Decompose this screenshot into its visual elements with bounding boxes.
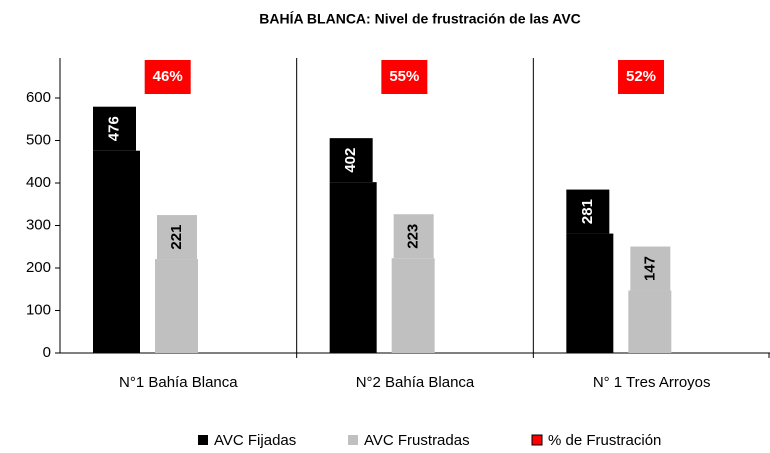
legend-label: AVC Fijadas [214,432,296,449]
value-label-box [566,189,610,234]
bar [628,290,672,353]
bar [329,182,377,353]
y-tick-label: 100 [26,301,51,318]
y-tick-label: 500 [26,131,51,148]
y-tick-label: 300 [26,216,51,233]
percent-box [144,60,191,94]
bar [391,258,435,353]
value-label: 221 [168,225,185,250]
value-label-box [329,138,373,183]
value-label: 402 [342,148,359,173]
legend-label: % de Frustración [548,432,661,449]
bar [155,259,198,353]
value-label: 223 [405,224,422,249]
bar [93,150,140,353]
value-label: 281 [579,199,596,224]
percent-box [381,60,428,94]
y-tick-label: 0 [43,344,51,361]
percent-label: 55% [389,68,419,85]
legend-label: AVC Frustradas [364,432,470,449]
percent-label: 46% [153,68,183,85]
y-tick-label: 200 [26,259,51,276]
legend-swatch [531,434,543,446]
value-label-box [157,215,197,260]
percent-label: 52% [626,68,656,85]
chart-title: BAHÍA BLANCA: Nivel de frustración de la… [259,11,581,27]
legend-swatch [348,435,358,445]
value-label: 147 [641,256,658,281]
legend-swatch [198,435,208,445]
x-tick-label: N°2 Bahía Blanca [356,374,475,391]
value-label: 476 [105,116,122,141]
y-tick-label: 400 [26,174,51,191]
value-label-box [630,246,671,291]
percent-box [618,60,665,94]
value-label-box [93,106,136,151]
x-tick-label: N° 1 Tres Arroyos [593,374,711,391]
x-tick-label: N°1 Bahía Blanca [119,374,238,391]
value-label-box [393,214,434,259]
y-tick-label: 600 [26,89,51,106]
bar [566,233,614,353]
